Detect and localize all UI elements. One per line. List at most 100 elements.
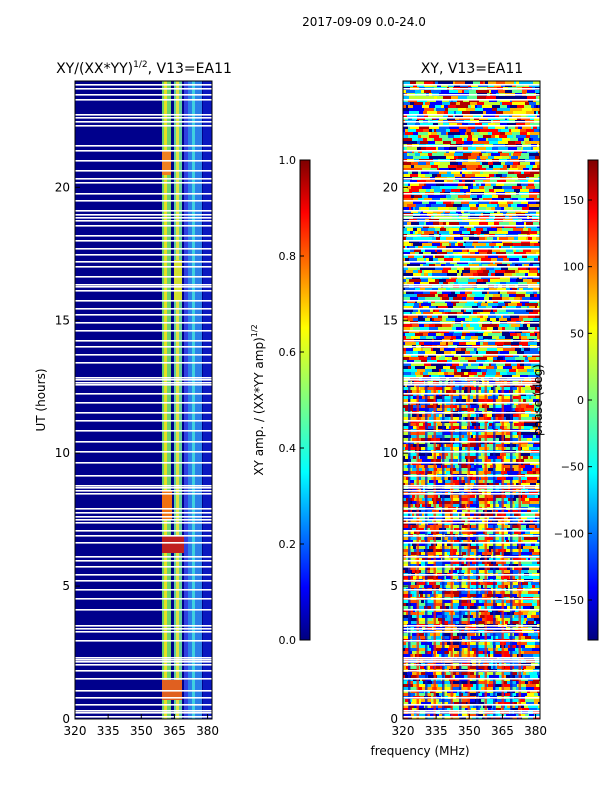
phase-cell (419, 303, 421, 306)
phase-cell (520, 633, 523, 636)
phase-cell (522, 537, 524, 540)
phase-cell (466, 333, 470, 336)
phase-cell (418, 171, 421, 174)
phase-cell (450, 495, 458, 498)
phase-cell (429, 258, 433, 261)
phase-cell (444, 477, 448, 480)
phase-cell (446, 129, 450, 132)
phase-cell (444, 105, 448, 108)
phase-cell (497, 357, 503, 360)
phase-cell (472, 618, 475, 621)
phase-cell (446, 204, 453, 207)
phase-cell (532, 603, 537, 606)
phase-cell (468, 123, 475, 126)
phase-cell (528, 570, 537, 573)
phase-cell (473, 399, 478, 402)
phase-cell (438, 591, 442, 594)
phase-cell (526, 672, 529, 675)
phase-cell (497, 324, 499, 327)
left-colorbar-tick-label: 0.8 (279, 250, 297, 263)
phase-cell (437, 231, 439, 234)
phase-cell (403, 351, 406, 354)
phase-cell (521, 558, 526, 561)
phase-cell (512, 246, 514, 249)
phase-cell (426, 258, 429, 261)
phase-cell (479, 495, 485, 498)
phase-cell (523, 546, 532, 549)
phase-cell (500, 102, 502, 105)
phase-cell (524, 264, 529, 267)
phase-cell (491, 606, 494, 609)
phase-cell (468, 171, 472, 174)
phase-cell (494, 654, 502, 657)
phase-cell (493, 327, 498, 330)
phase-cell (499, 687, 502, 690)
phase-cell (455, 243, 458, 246)
phase-cell (444, 543, 447, 546)
phase-cell (423, 138, 427, 141)
phase-cell (468, 498, 478, 501)
phase-cell (518, 138, 521, 141)
phase-cell (495, 312, 499, 315)
phase-cell (441, 105, 444, 108)
phase-cell (484, 102, 491, 105)
phase-cell (509, 183, 517, 186)
phase-cell (476, 243, 486, 246)
phase-cell (500, 615, 510, 618)
phase-cell (435, 447, 440, 450)
phase-cell (450, 282, 454, 285)
phase-cell (439, 102, 442, 105)
phase-cell (535, 333, 537, 336)
phase-cell (479, 174, 489, 177)
phase-cell (530, 456, 533, 459)
phase-cell (457, 510, 459, 513)
phase-cell (513, 201, 521, 204)
phase-cell (461, 336, 465, 339)
phase-cell (522, 495, 527, 498)
phase-cell (512, 528, 517, 531)
phase-cell (446, 222, 449, 225)
phase-cell (444, 372, 448, 375)
phase-cell (446, 363, 452, 366)
phase-cell (425, 249, 435, 252)
gap-line (75, 462, 212, 464)
phase-cell (462, 231, 470, 234)
phase-cell (453, 297, 462, 300)
phase-cell (537, 126, 540, 129)
phase-cell (412, 138, 418, 141)
gap-line (75, 640, 212, 642)
gap-line (75, 254, 212, 256)
phase-cell (448, 135, 454, 138)
phase-cell (425, 174, 432, 177)
phase-cell (482, 162, 488, 165)
phase-cell (511, 129, 520, 132)
phase-cell (410, 135, 418, 138)
phase-cell (403, 501, 409, 504)
gap-line (75, 566, 212, 568)
phase-cell (426, 336, 433, 339)
phase-cell (474, 288, 484, 291)
phase-cell (532, 648, 540, 651)
phase-cell (411, 603, 417, 606)
phase-cell (405, 390, 407, 393)
phase-cell (516, 294, 525, 297)
phase-cell (419, 108, 424, 111)
phase-cell (403, 135, 408, 138)
phase-cell (516, 699, 520, 702)
phase-cell (408, 129, 416, 132)
phase-cell (438, 576, 444, 579)
phase-cell (423, 315, 427, 318)
phase-cell (519, 444, 527, 447)
phase-cell (438, 288, 446, 291)
phase-cell (453, 672, 456, 675)
phase-cell (505, 357, 515, 360)
phase-cell (420, 585, 424, 588)
phase-cell (428, 195, 437, 198)
phase-cell (489, 681, 496, 684)
phase-cell (419, 342, 424, 345)
phase-cell (439, 654, 441, 657)
phase-cell (496, 96, 502, 99)
phase-cell (411, 336, 420, 339)
phase-cell (538, 423, 540, 426)
phase-cell (520, 372, 530, 375)
